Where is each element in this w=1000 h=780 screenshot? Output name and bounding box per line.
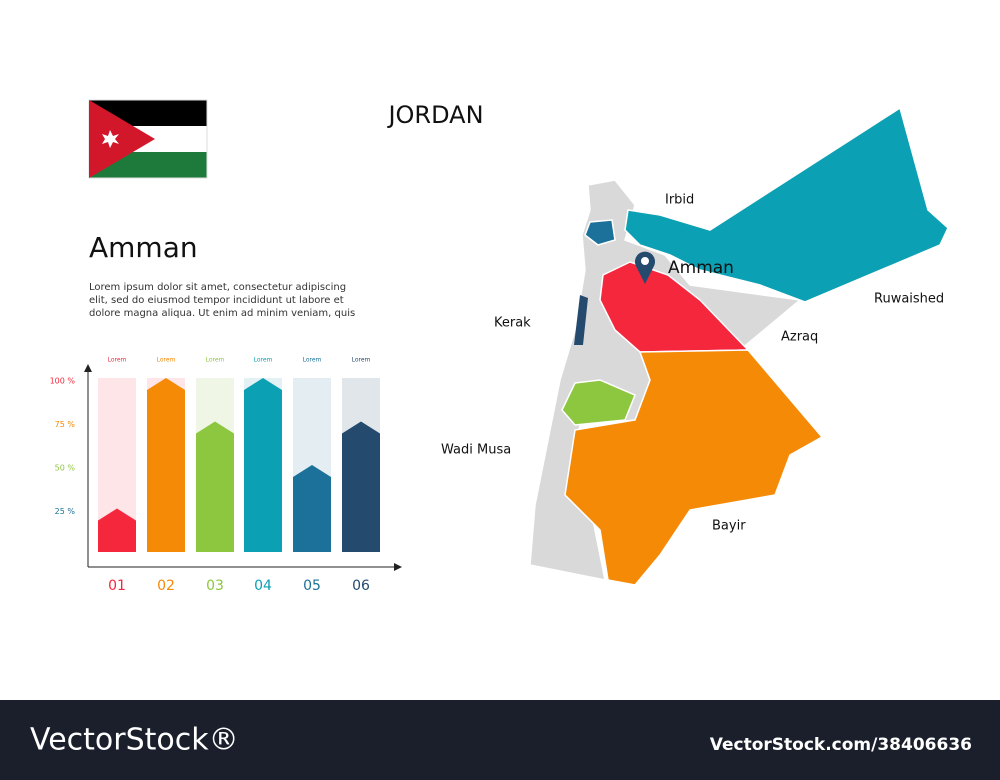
bar-label: Lorem xyxy=(254,357,273,364)
x-tick-label: 04 xyxy=(254,578,272,594)
axis-arrow xyxy=(394,563,402,571)
city-name: Amman xyxy=(89,231,198,264)
title: JORDAN xyxy=(386,101,483,129)
bar-label: Lorem xyxy=(303,357,322,364)
y-tick-label: 100 % xyxy=(50,377,76,386)
x-tick-label: 01 xyxy=(108,578,126,594)
y-tick-label: 25 % xyxy=(55,507,76,516)
footer-brand: VectorStock® xyxy=(30,723,239,758)
bar xyxy=(244,378,282,552)
bar xyxy=(147,378,185,552)
x-tick-label: 02 xyxy=(157,578,175,594)
bar xyxy=(98,508,136,552)
flag xyxy=(88,99,208,179)
y-tick-label: 75 % xyxy=(55,420,76,429)
region xyxy=(561,379,636,426)
region xyxy=(584,219,616,246)
region xyxy=(624,106,949,303)
x-tick-label: 05 xyxy=(303,578,321,594)
bar-label: Lorem xyxy=(157,357,176,364)
bar-label: Lorem xyxy=(108,357,127,364)
map-label: Kerak xyxy=(494,316,531,331)
footer-id: VectorStock.com/38406636 xyxy=(710,735,972,755)
map xyxy=(529,106,949,586)
dead-sea xyxy=(574,295,588,345)
bar xyxy=(342,421,380,552)
map-label: Azraq xyxy=(781,330,818,345)
map-label: Bayir xyxy=(712,519,746,534)
body-text: dolore magna aliqua. Ut enim ad minim ve… xyxy=(89,308,355,319)
axis-arrow xyxy=(84,364,92,372)
region xyxy=(564,349,824,586)
body-text: Lorem ipsum dolor sit amet, consectetur … xyxy=(89,282,346,293)
footer xyxy=(0,700,1000,780)
map-label: Irbid xyxy=(665,193,694,208)
map-pin xyxy=(635,251,655,284)
map-label: Ruwaished xyxy=(874,292,944,307)
map-label: Wadi Musa xyxy=(441,443,511,458)
chart: 25 % 50 % 75 % 100 % Lorem 01 Lorem 02 Lorem 03 Lo… xyxy=(50,357,402,594)
bar-label: Lorem xyxy=(206,357,225,364)
bar xyxy=(293,465,331,552)
x-tick-label: 06 xyxy=(352,578,370,594)
body-text: elit, sed do eiusmod tempor incididunt u… xyxy=(89,295,344,306)
bar-label: Lorem xyxy=(352,357,371,364)
map-label: Amman xyxy=(668,258,734,278)
bar xyxy=(196,421,234,552)
x-tick-label: 03 xyxy=(206,578,224,594)
y-tick-label: 50 % xyxy=(55,464,76,473)
